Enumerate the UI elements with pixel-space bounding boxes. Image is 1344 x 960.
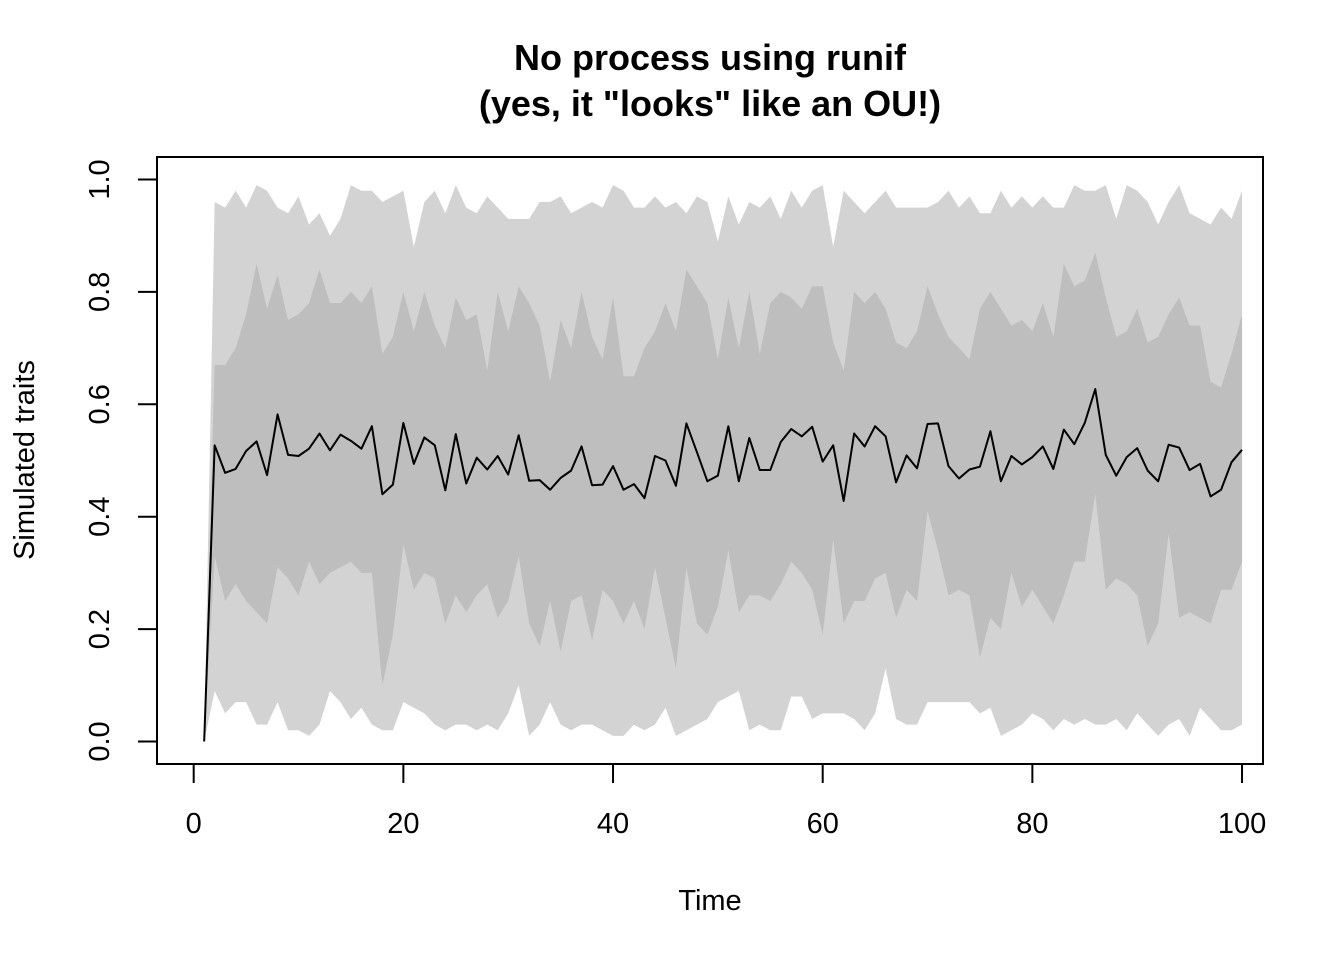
chart-title: No process using runif [514,37,907,78]
y-tick-label: 0.2 [84,609,116,649]
plot-area [156,156,1264,765]
x-tick-label: 0 [186,808,202,840]
y-tick-label: 0.8 [84,272,116,312]
y-tick-label: 1.0 [84,159,116,199]
y-tick-label: 0.0 [84,721,116,761]
x-tick-label: 100 [1218,808,1266,840]
y-axis: 0.0 0.2 0.4 0.6 0.8 1.0 [84,159,158,762]
x-tick-label: 40 [597,808,629,840]
chart-subtitle: (yes, it "looks" like an OU!) [479,83,941,124]
line-layer [203,388,1243,742]
x-axis: 0 20 40 60 80 100 [186,763,1266,840]
x-tick-label: 60 [807,808,839,840]
band-inner [204,252,1243,742]
y-tick-label: 0.6 [84,384,116,424]
y-axis-label: Simulated traits [9,360,41,560]
y-tick-label: 0.4 [84,497,116,537]
x-axis-label: Time [678,885,741,917]
series-line-0 [203,388,1243,742]
bands-layer [204,185,1243,742]
x-tick-label: 80 [1016,808,1048,840]
x-tick-label: 20 [387,808,419,840]
